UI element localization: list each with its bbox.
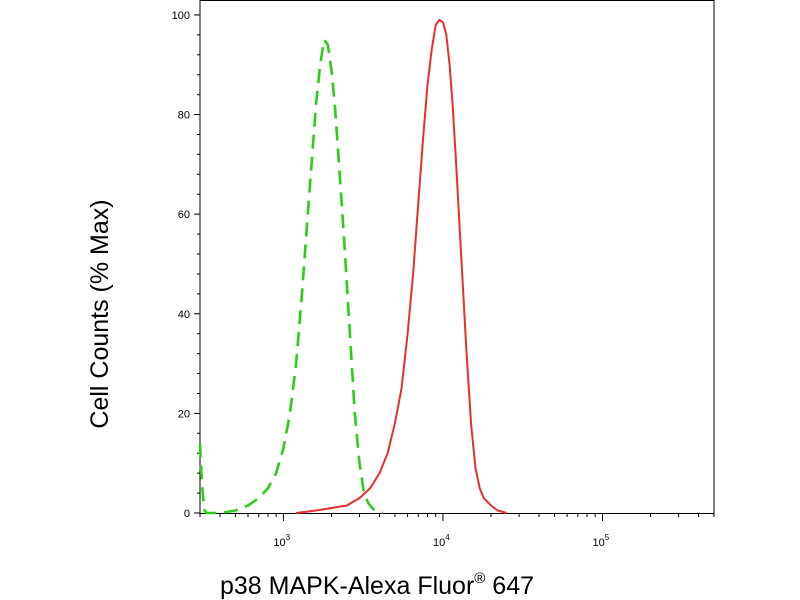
y-tick-label: 40 xyxy=(178,309,190,321)
y-axis: 0 20 40 60 80 100 xyxy=(172,10,200,520)
x-tick-label: 103 xyxy=(273,533,290,549)
series-layer xyxy=(198,18,507,515)
y-tick-label: 20 xyxy=(178,408,190,420)
x-axis-title-suffix: 647 xyxy=(485,572,534,600)
y-axis-title: Cell Counts (% Max) xyxy=(86,199,114,428)
y-tick-label: 100 xyxy=(172,10,190,22)
y-tick-label: 60 xyxy=(178,209,190,221)
series-line-dashed xyxy=(198,38,384,515)
plot-frame xyxy=(199,0,715,514)
x-tick-label: 104 xyxy=(433,533,450,549)
x-axis-title-main: p38 MAPK-Alexa Fluor xyxy=(220,572,474,600)
series-line-solid xyxy=(295,18,507,514)
x-tick-label: 105 xyxy=(592,533,609,549)
y-tick-label: 80 xyxy=(178,110,190,122)
x-axis-title-superscript: ® xyxy=(474,570,485,587)
x-axis: 103 104 105 xyxy=(199,513,715,549)
x-axis-title: p38 MAPK-Alexa Fluor® 647 xyxy=(220,570,534,600)
y-tick-label: 0 xyxy=(184,508,190,520)
